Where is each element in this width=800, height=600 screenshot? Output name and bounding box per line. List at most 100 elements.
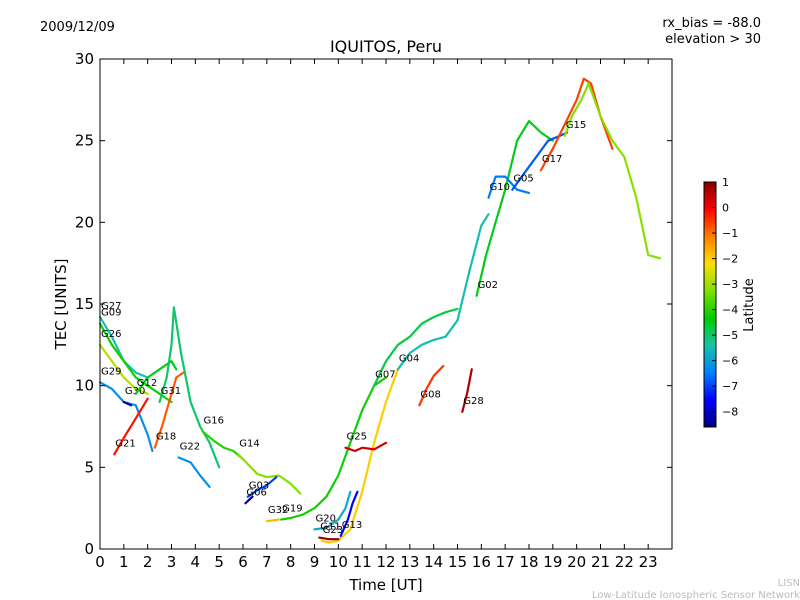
series-line-g30: [122, 400, 133, 407]
x-tick-label: 4: [191, 553, 201, 571]
x-tick-label: 22: [615, 553, 634, 571]
series-line-g20: [313, 490, 352, 531]
series-line-g12: [134, 360, 178, 395]
plot-frame: [99, 58, 673, 550]
series-layer: G27G09G26G29G30G12G21G18G31G22G16G14G03G…: [98, 77, 662, 544]
series-line-g28: [461, 368, 473, 413]
series-g23: G23: [320, 368, 399, 544]
colorbar-tick-label: −3: [722, 278, 738, 291]
x-tick-label: 8: [286, 553, 296, 571]
y-tick-label: 25: [75, 132, 94, 150]
series-g28: G28: [461, 368, 484, 413]
satellite-label-g02: G02: [478, 280, 498, 291]
x-tick-label: 7: [262, 553, 272, 571]
series-line-g16: [201, 430, 245, 461]
series-g12: G12: [134, 360, 178, 395]
series-line-g23: [320, 368, 399, 544]
satellite-label-g26: G26: [101, 329, 121, 340]
series-line-g21: [113, 397, 149, 456]
x-tick-label: 10: [329, 553, 348, 571]
satellite-label-g12: G12: [137, 378, 157, 389]
colorbar-tick-label: 1: [722, 176, 729, 189]
colorbar-tick-label: −7: [722, 380, 738, 393]
x-tick-label: 23: [639, 553, 658, 571]
elevation-label: elevation > 30: [665, 32, 761, 47]
series-line-g11: [318, 536, 340, 541]
series-g14: G14: [237, 438, 302, 495]
x-tick-label: 9: [310, 553, 320, 571]
colorbar-tick-label: −6: [722, 355, 738, 368]
series-line-g26: [98, 343, 149, 395]
colorbar-ticks: 1 0 −1 −2 −3 −4 −5 −6 −7 −8: [712, 176, 738, 419]
series-g20: G20: [313, 490, 352, 531]
satellite-label-g29: G29: [101, 366, 121, 377]
satellite-label-g25: G25: [346, 432, 366, 443]
series-line-g03: [246, 476, 278, 498]
series-g25: G25: [344, 432, 388, 453]
series-line-g02: [475, 120, 554, 297]
series-g13: G13: [339, 490, 362, 537]
series-line-g32: [265, 518, 280, 523]
colorbar: [703, 181, 717, 428]
y-tick-label: 10: [75, 377, 94, 395]
colorbar-tick-label: −4: [722, 304, 738, 317]
series-g09: G09: [98, 308, 173, 404]
colorbar-tick-label: −2: [722, 253, 738, 266]
satellite-label-g19: G19: [282, 504, 302, 515]
series-line-g18: [153, 371, 185, 449]
colorbar-label: Latitude: [742, 278, 757, 332]
y-tick-label: 20: [75, 213, 94, 231]
satellite-label-g11: G11: [320, 522, 340, 533]
x-tick-label: 18: [519, 553, 538, 571]
x-axis-label: Time [UT]: [348, 576, 422, 594]
series-line-g22: [177, 456, 211, 488]
series-g31: G31: [158, 306, 221, 469]
satellite-label-g28: G28: [463, 396, 483, 407]
satellite-label-g21: G21: [115, 438, 135, 449]
x-tick-label: 11: [353, 553, 372, 571]
footer-network-name: Low-Latitude Ionospheric Sensor Network: [592, 590, 800, 600]
colorbar-tick-label: −5: [722, 329, 738, 342]
series-g05: G05: [511, 131, 569, 191]
series-line-g07: [373, 307, 459, 387]
series-g30: G30: [122, 386, 145, 407]
x-tick-label: 13: [400, 553, 419, 571]
satellite-label-g09: G09: [101, 308, 121, 319]
y-tick-label: 15: [75, 295, 94, 313]
series-line-g19: [280, 376, 388, 521]
series-line-g15: [563, 82, 662, 260]
satellite-label-g17: G17: [542, 154, 562, 165]
x-tick-label: 3: [167, 553, 177, 571]
satellite-label-g22: G22: [180, 442, 200, 453]
satellite-label-g14: G14: [239, 438, 259, 449]
series-g21: G21: [113, 397, 149, 456]
series-g22: G22: [177, 442, 211, 488]
y-tick-label: 0: [84, 540, 94, 558]
y-tick-label: 30: [75, 50, 94, 68]
colorbar-tick-label: −8: [722, 406, 738, 419]
rx-bias-label: rx_bias = -88.0: [662, 16, 761, 31]
series-line-g06: [244, 495, 254, 505]
x-tick-label: 15: [448, 553, 467, 571]
series-line-g04: [396, 213, 490, 371]
series-g11: G11: [318, 522, 341, 541]
footer-network-abbrev: LISN: [778, 578, 800, 589]
colorbar-tick-label: 0: [722, 202, 729, 215]
series-g08: G08: [418, 365, 445, 407]
satellite-label-g23: G23: [323, 525, 343, 536]
satellite-label-g30: G30: [125, 386, 145, 397]
x-tick-label: 1: [119, 553, 129, 571]
series-g02: G02: [475, 120, 554, 297]
satellite-label-g16: G16: [203, 415, 223, 426]
series-line-g13: [339, 490, 359, 537]
series-line-g09: [98, 322, 173, 404]
chart-date: 2009/12/09: [40, 20, 115, 35]
series-g06: G06: [244, 487, 267, 505]
satellite-label-g31: G31: [161, 386, 181, 397]
series-line-g08: [418, 365, 445, 407]
x-tick-label: 17: [496, 553, 515, 571]
series-line-g10: [487, 175, 531, 199]
satellite-label-g04: G04: [399, 353, 419, 364]
x-tick-label: 2: [143, 553, 153, 571]
